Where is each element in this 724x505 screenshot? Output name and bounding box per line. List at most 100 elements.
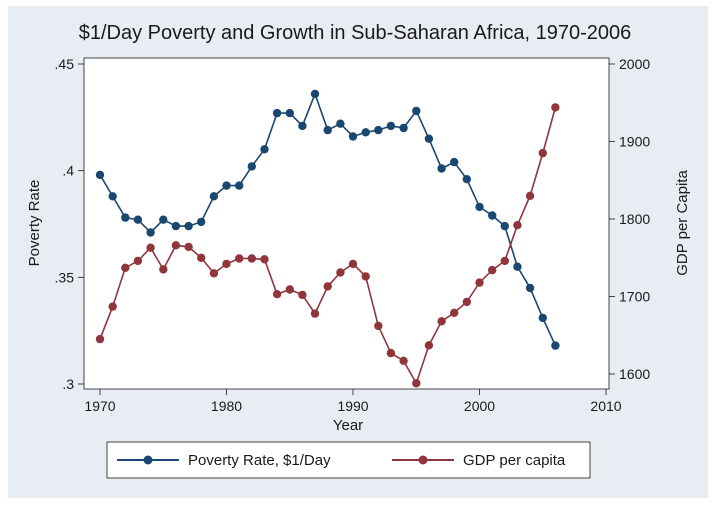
- y-left-tick-label: .3: [62, 376, 74, 392]
- data-point-poverty: [272, 108, 282, 118]
- data-point-gdp: [95, 334, 105, 344]
- data-point-gdp: [450, 308, 459, 317]
- data-point-poverty: [171, 221, 181, 231]
- data-point-poverty: [412, 106, 421, 116]
- data-point-poverty: [95, 170, 105, 180]
- data-point-gdp: [538, 148, 547, 158]
- y-left-tick-label: .4: [62, 163, 74, 179]
- data-point-poverty: [437, 164, 446, 173]
- legend-label-poverty: Poverty Rate, $1/Day: [188, 452, 331, 469]
- data-point-poverty: [133, 215, 143, 224]
- data-point-poverty: [323, 125, 332, 135]
- data-point-gdp: [437, 317, 446, 326]
- data-point-gdp: [399, 356, 408, 365]
- data-point-poverty: [374, 125, 383, 135]
- legend-box: [106, 441, 591, 479]
- data-point-gdp: [197, 253, 206, 262]
- data-point-poverty: [462, 175, 471, 184]
- data-point-gdp: [500, 256, 509, 266]
- data-point-gdp: [222, 259, 231, 269]
- data-point-poverty: [197, 217, 206, 227]
- data-point-gdp: [361, 272, 370, 281]
- data-point-gdp: [298, 290, 307, 300]
- data-point-gdp: [133, 256, 143, 266]
- x-tick-label: 2010: [590, 398, 621, 414]
- x-axis-label: Year: [333, 417, 363, 434]
- legend: Poverty Rate, $1/Day GDP per capita: [106, 441, 591, 479]
- data-point-gdp: [323, 282, 332, 291]
- legend-label-gdp: GDP per capita: [463, 452, 566, 469]
- data-point-gdp: [272, 290, 282, 299]
- data-point-poverty: [513, 262, 522, 271]
- y-right-tick-label: 1700: [619, 289, 650, 305]
- legend-marker-gdp: [418, 455, 428, 465]
- x-tick-label: 2000: [464, 398, 495, 414]
- data-point-gdp: [488, 265, 497, 275]
- chart-svg: $1/Day Poverty and Growth in Sub-Saharan…: [26, 22, 691, 479]
- y-right-tick-label: 2000: [619, 56, 650, 72]
- data-point-gdp: [209, 269, 219, 278]
- data-point-gdp: [424, 341, 434, 350]
- data-point-poverty: [424, 134, 434, 143]
- data-point-poverty: [310, 89, 320, 99]
- y-right-tick-label: 1800: [619, 211, 650, 227]
- data-point-gdp: [348, 259, 358, 269]
- data-point-gdp: [260, 255, 269, 264]
- data-point-gdp: [386, 348, 396, 358]
- data-point-poverty: [159, 215, 168, 224]
- x-tick-label: 1970: [84, 398, 115, 414]
- data-point-gdp: [285, 285, 294, 294]
- data-point-gdp: [171, 241, 181, 250]
- data-point-poverty: [475, 202, 484, 212]
- y-left-tick-label: .45: [55, 56, 75, 72]
- data-point-poverty: [551, 341, 560, 350]
- legend-marker-poverty: [143, 455, 153, 465]
- y-right-tick-label: 1600: [619, 366, 650, 382]
- data-point-poverty: [184, 221, 193, 231]
- series-markers: [95, 89, 560, 388]
- data-point-poverty: [247, 162, 256, 171]
- data-point-gdp: [475, 278, 484, 287]
- data-point-gdp: [374, 321, 383, 331]
- data-point-poverty: [285, 108, 294, 118]
- data-point-gdp: [121, 263, 130, 272]
- data-point-gdp: [551, 103, 560, 112]
- data-point-poverty: [209, 192, 219, 201]
- x-tick-label: 1990: [337, 398, 368, 414]
- data-point-poverty: [348, 132, 358, 141]
- data-point-poverty: [488, 211, 497, 220]
- data-point-gdp: [108, 302, 117, 311]
- data-point-poverty: [525, 283, 535, 293]
- data-point-poverty: [222, 181, 231, 190]
- chart-frame: $1/Day Poverty and Growth in Sub-Saharan…: [8, 6, 708, 498]
- data-point-gdp: [184, 242, 193, 252]
- data-point-poverty: [386, 121, 396, 131]
- data-point-poverty: [235, 181, 244, 190]
- data-point-poverty: [298, 121, 307, 131]
- data-point-poverty: [361, 128, 370, 137]
- axes: 1970 1980 1990 2000 2010 .3 .35 .4 .45 1600 1700 18…: [55, 56, 651, 414]
- data-point-gdp: [146, 243, 155, 252]
- data-point-poverty: [336, 119, 345, 128]
- data-point-gdp: [525, 191, 535, 200]
- data-point-poverty: [450, 157, 459, 167]
- data-point-gdp: [310, 309, 320, 318]
- data-point-poverty: [260, 145, 269, 154]
- x-tick-label: 1980: [211, 398, 242, 414]
- y-left-axis-label: Poverty Rate: [26, 180, 43, 267]
- data-point-gdp: [412, 379, 421, 388]
- y-right-axis-label: GDP per Capita: [674, 170, 691, 276]
- data-point-gdp: [247, 254, 256, 263]
- data-point-gdp: [462, 297, 471, 307]
- data-point-gdp: [513, 221, 522, 230]
- y-left-tick-label: .35: [55, 269, 75, 285]
- data-point-poverty: [121, 213, 130, 222]
- data-point-gdp: [336, 268, 345, 277]
- y-right-tick-label: 1900: [619, 134, 650, 150]
- data-point-poverty: [399, 123, 408, 133]
- data-point-poverty: [108, 192, 117, 201]
- chart-title: $1/Day Poverty and Growth in Sub-Saharan…: [79, 22, 632, 44]
- data-point-poverty: [538, 313, 547, 323]
- data-point-poverty: [500, 221, 509, 231]
- data-point-gdp: [159, 265, 168, 274]
